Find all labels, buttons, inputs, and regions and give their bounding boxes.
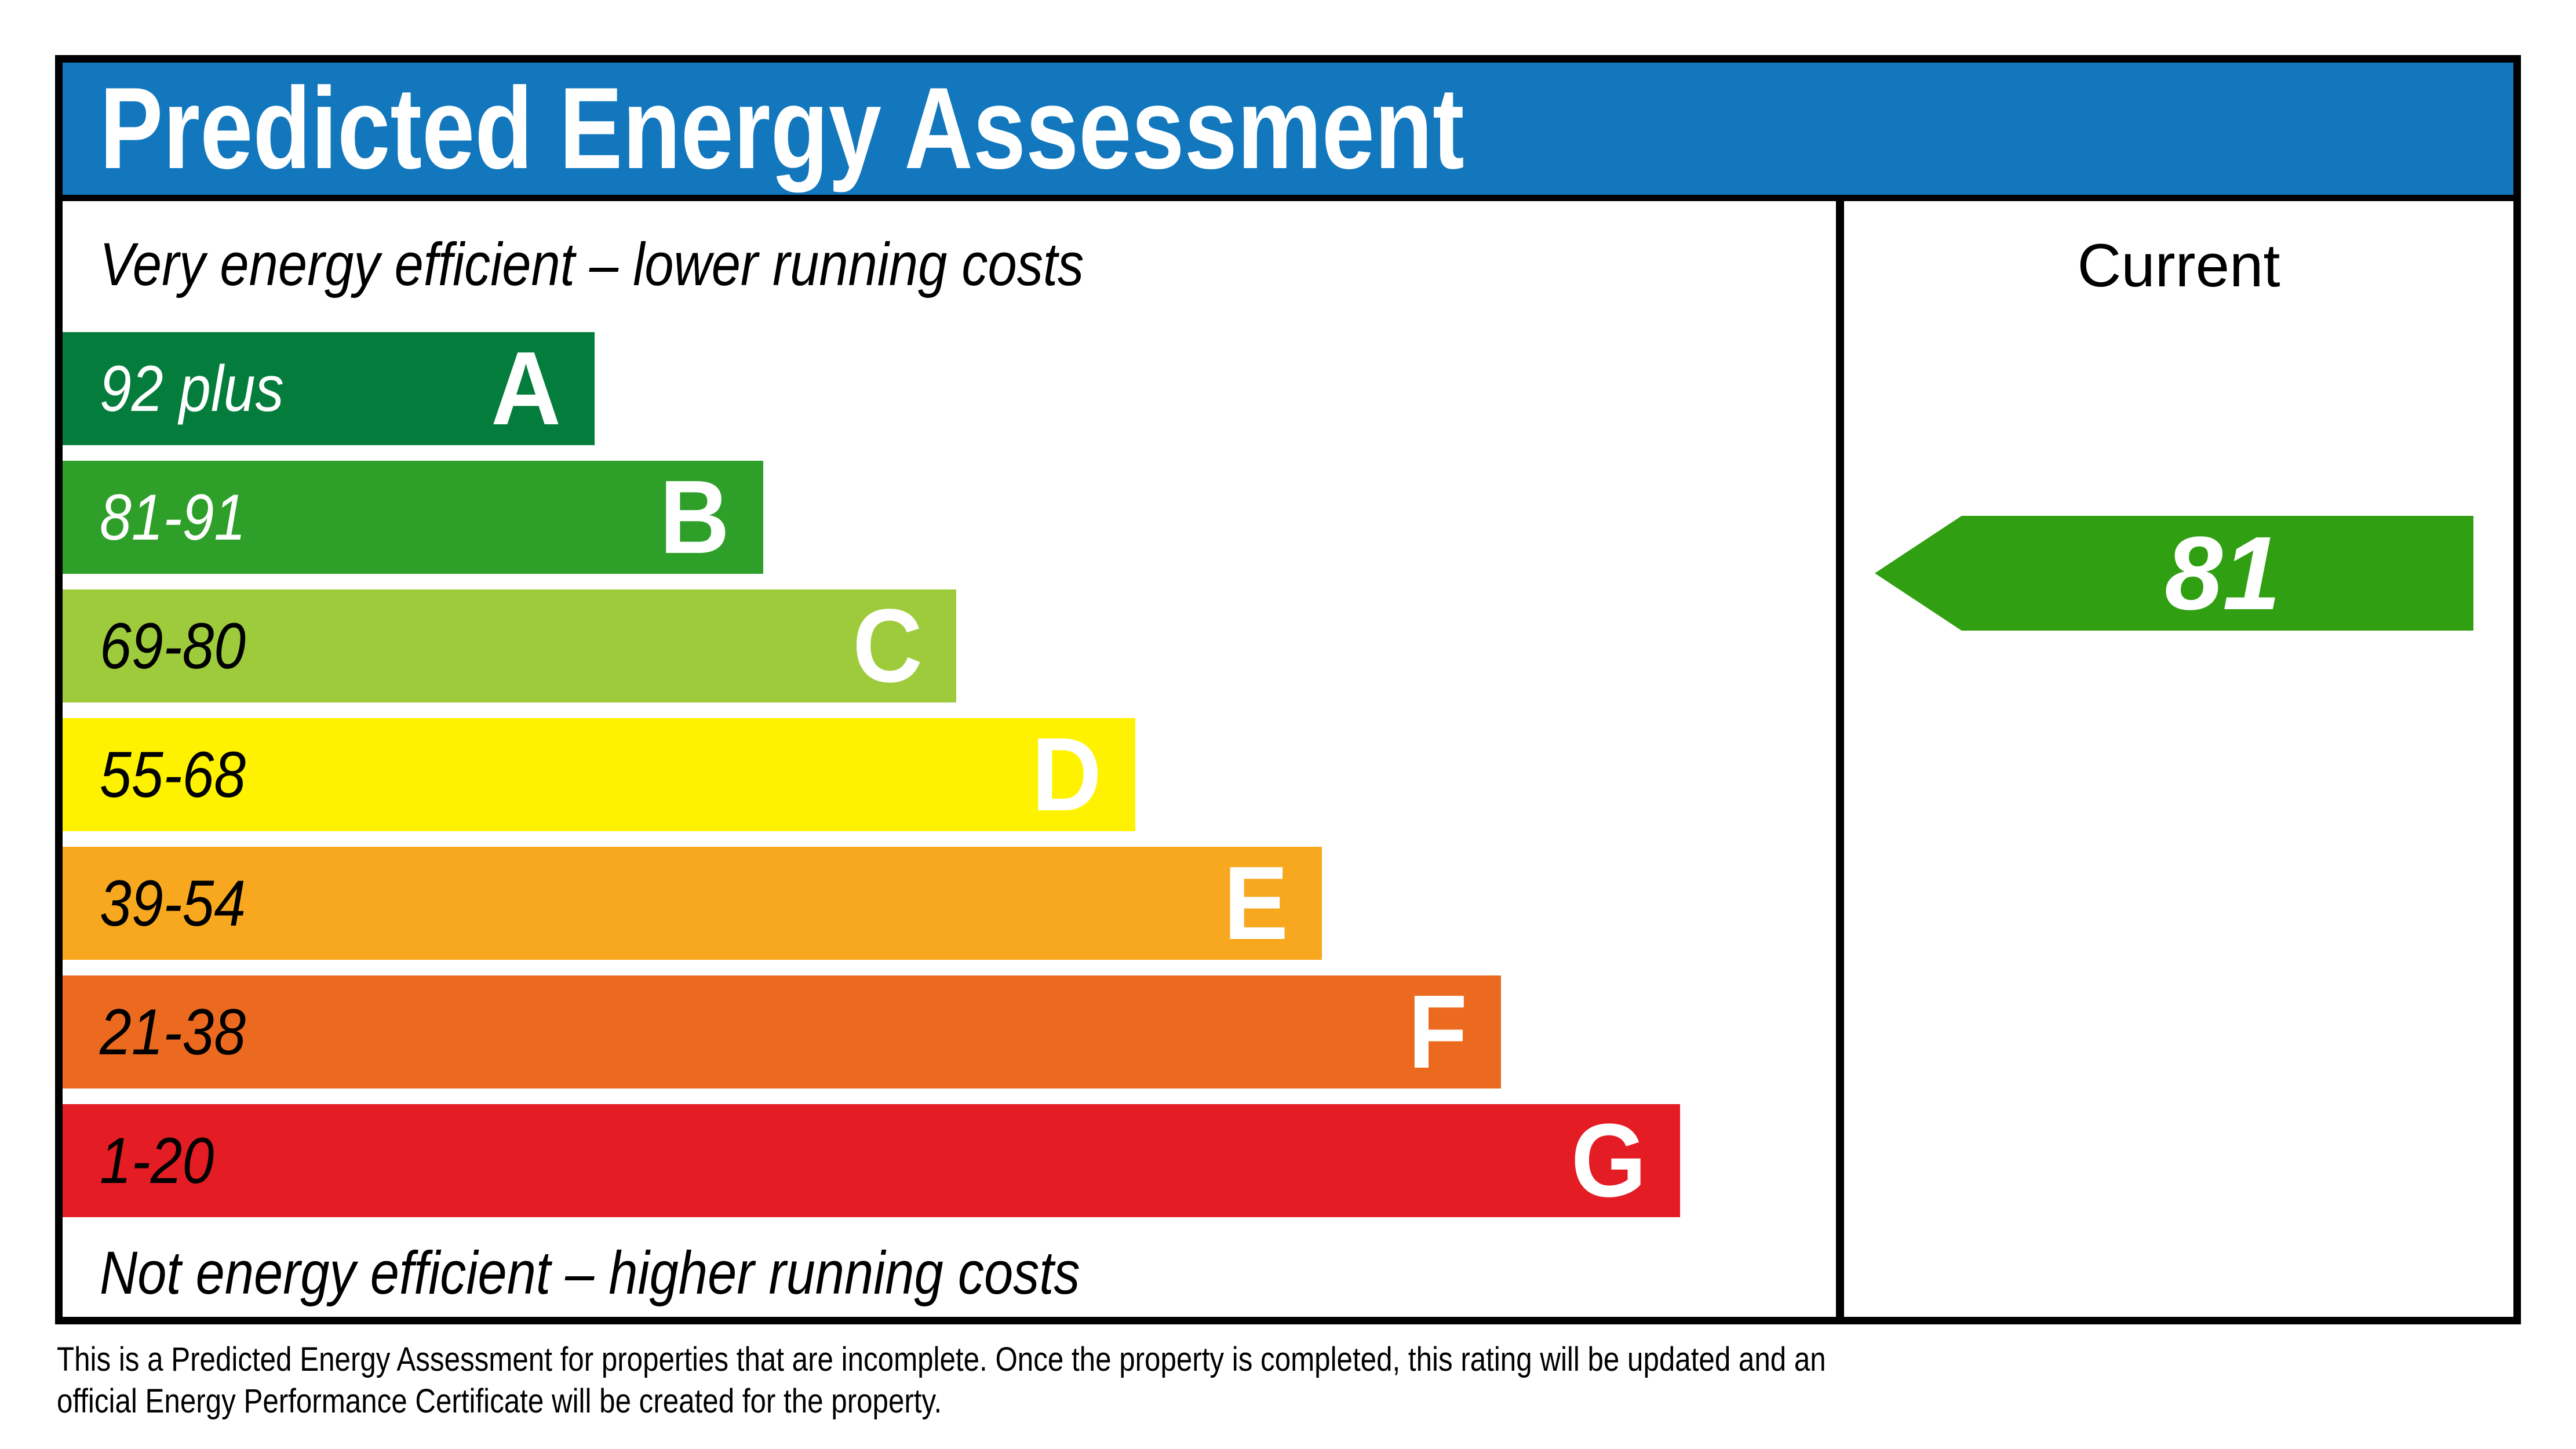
title-bar: Predicted Energy Assessment (63, 63, 2513, 201)
rating-scale-panel: Very energy efficient – lower running co… (63, 201, 1836, 1317)
chart-content: Very energy efficient – lower running co… (63, 201, 2513, 1317)
band-range-label: 21-38 (100, 996, 246, 1068)
band-letter: E (1223, 845, 1288, 962)
band-range-label: 92 plus (100, 352, 284, 425)
band-bar-b: 81-91 B (63, 461, 763, 574)
band-row-e: 39-54 E (63, 847, 1836, 975)
band-letter: G (1571, 1102, 1646, 1219)
band-row-b: 81-91 B (63, 461, 1836, 589)
band-letter: B (659, 459, 730, 576)
panel-divider (1836, 201, 1844, 1317)
band-row-a: 92 plus A (63, 332, 1836, 461)
band-range-label: 81-91 (100, 481, 246, 554)
page-title: Predicted Energy Assessment (100, 64, 1464, 193)
band-range-label: 55-68 (100, 738, 246, 811)
band-range-label: 39-54 (100, 867, 246, 940)
footnote-line-1: This is a Predicted Energy Assessment fo… (57, 1341, 1826, 1378)
band-bar-a: 92 plus A (63, 332, 595, 445)
current-rating-value: 81 (2165, 515, 2281, 632)
band-letter: F (1408, 974, 1467, 1090)
footnote: This is a Predicted Energy Assessment fo… (57, 1339, 1826, 1422)
chart-frame: Predicted Energy Assessment Very energy … (55, 55, 2521, 1324)
current-column-header: Current (2077, 232, 2280, 300)
band-letter: D (1032, 716, 1102, 833)
band-row-g: 1-20 G (63, 1104, 1836, 1233)
top-caption: Very energy efficient – lower running co… (100, 231, 1084, 298)
band-bar-g: 1-20 G (63, 1104, 1680, 1217)
band-letter: C (852, 588, 923, 704)
band-row-f: 21-38 F (63, 975, 1836, 1104)
bottom-caption: Not energy efficient – higher running co… (100, 1239, 1080, 1307)
band-range-label: 1-20 (100, 1124, 214, 1197)
band-bar-c: 69-80 C (63, 588, 957, 704)
band-bar-f: 21-38 F (63, 975, 1501, 1088)
rating-bands: 92 plus A 81-91 B 69-80 C (63, 332, 1836, 1233)
band-row-c: 69-80 C (63, 589, 1836, 718)
band-row-d: 55-68 D (63, 718, 1836, 847)
band-bar-d: 55-68 D (63, 716, 1136, 833)
band-bar-e: 39-54 E (63, 847, 1322, 960)
current-rating-arrow: 81 (1875, 516, 2473, 631)
footnote-line-2: official Energy Performance Certificate … (57, 1382, 942, 1420)
band-range-label: 69-80 (100, 610, 246, 682)
current-rating-panel: Current 81 (1844, 201, 2513, 1317)
band-letter: A (491, 330, 561, 447)
